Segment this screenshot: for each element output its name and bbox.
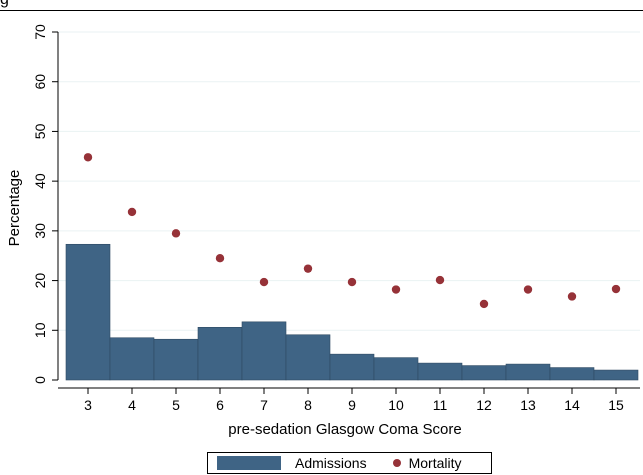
y-tick-label: 10 (32, 322, 48, 338)
y-tick-label: 20 (32, 273, 48, 289)
admissions-bar (549, 367, 595, 381)
x-tick-label: 8 (304, 397, 312, 413)
x-tick-label: 14 (564, 397, 580, 413)
y-tick-label: 30 (32, 223, 48, 239)
admissions-bar (593, 369, 639, 381)
y-tick-label: 0 (32, 376, 48, 384)
mortality-point (83, 153, 93, 162)
legend-mortality-label: Mortality (408, 455, 462, 471)
admissions-bar (153, 338, 199, 381)
admissions-bar (461, 365, 507, 381)
admissions-bar (65, 243, 111, 381)
x-tick-label: 10 (388, 397, 404, 413)
x-tick-label: 5 (172, 397, 180, 413)
x-tick-label: 7 (260, 397, 268, 413)
legend: Admissions Mortality (207, 452, 492, 474)
cropped-header-text: g (0, 0, 9, 9)
mortality-point (435, 275, 445, 285)
mortality-points (83, 153, 621, 309)
mortality-point (215, 254, 225, 263)
mortality-point (127, 207, 137, 217)
admissions-bar (329, 353, 375, 381)
mortality-point (347, 277, 357, 287)
admissions-bar (285, 334, 331, 381)
x-tick-label: 15 (608, 397, 624, 413)
admissions-bar (197, 327, 243, 381)
admissions-bars (65, 243, 639, 381)
y-tick-label: 50 (32, 123, 48, 139)
mortality-point (259, 277, 269, 287)
mortality-point (567, 292, 577, 301)
gridlines (58, 31, 640, 331)
legend-admissions-swatch (217, 456, 281, 470)
x-tick-label: 4 (128, 397, 136, 413)
axes: 0 10 20 30 40 50 60 70 3 4 5 6 7 8 9 10 11 12 13 14 15 (32, 24, 640, 413)
admissions-bar (373, 357, 419, 381)
mortality-point (303, 264, 313, 273)
admissions-bar (505, 363, 551, 381)
mortality-point (171, 229, 181, 238)
y-tick-label: 40 (32, 173, 48, 189)
admissions-bar (417, 362, 463, 381)
mortality-point (523, 285, 533, 294)
admissions-bar (241, 321, 287, 381)
admissions-bar (109, 337, 155, 381)
x-tick-label: 12 (476, 397, 492, 413)
x-tick-label: 3 (84, 397, 92, 413)
y-tick-label: 70 (32, 24, 48, 40)
x-axis-label: pre-sedation Glasgow Coma Score (228, 421, 461, 438)
x-tick-label: 9 (348, 397, 356, 413)
legend-admissions-label: Admissions (295, 455, 367, 471)
x-tick-label: 11 (433, 397, 448, 413)
legend-mortality-swatch (392, 459, 401, 467)
mortality-point (391, 285, 401, 294)
mortality-point (611, 284, 621, 294)
x-tick-label: 13 (520, 397, 536, 413)
y-axis-label: Percentage (6, 170, 23, 247)
x-tick-label: 6 (216, 397, 224, 413)
y-tick-label: 60 (32, 74, 48, 90)
header-rule (0, 10, 643, 11)
mortality-point (479, 299, 489, 309)
